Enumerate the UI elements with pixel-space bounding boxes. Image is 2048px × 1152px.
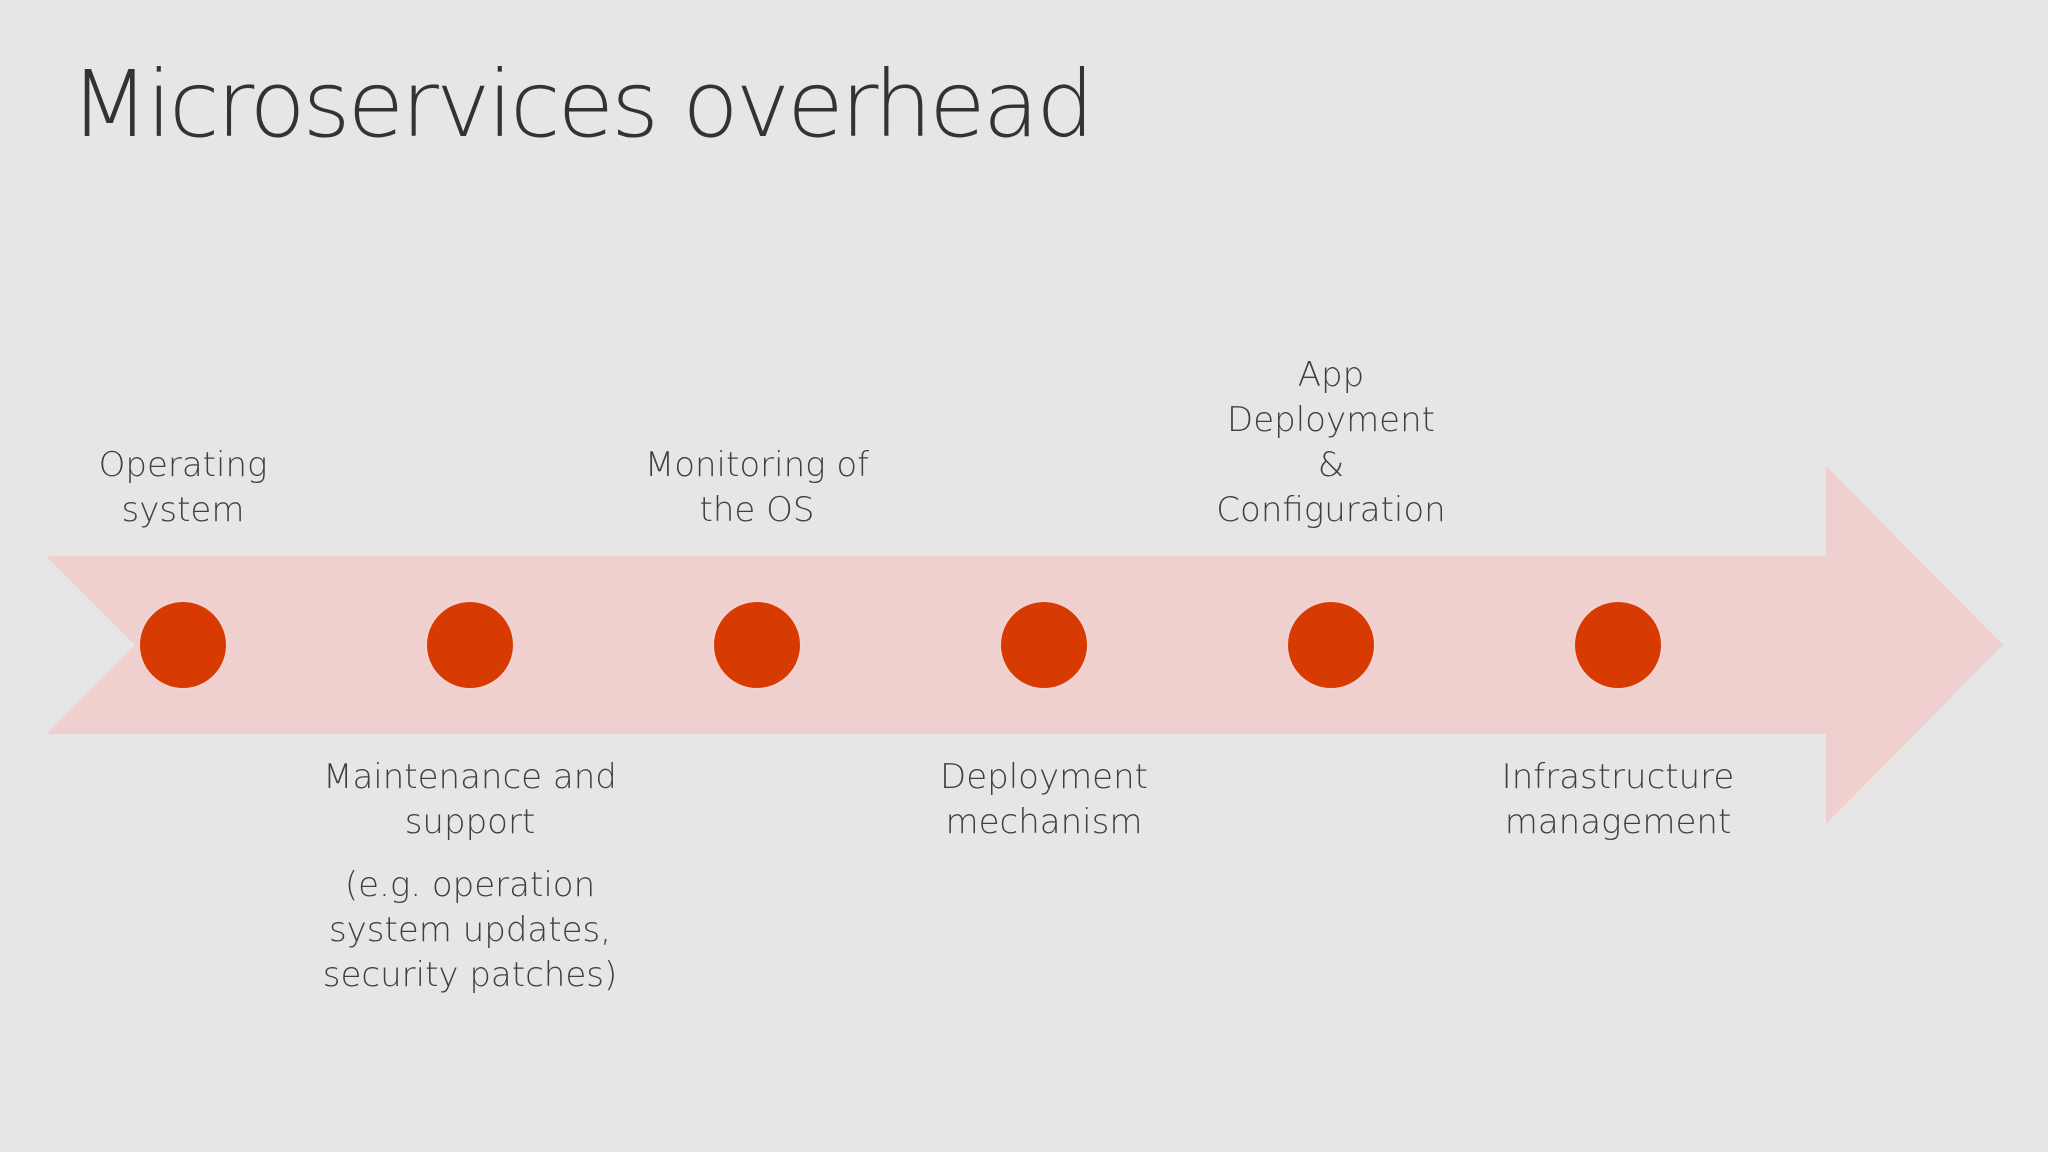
- timeline-dot: [425, 600, 515, 690]
- timeline-label: Deployment mechanism: [884, 755, 1204, 845]
- timeline-label-line: support: [404, 802, 536, 842]
- timeline-label-line: Operating: [98, 445, 268, 485]
- timeline-label: Maintenance and support (e.g. operation sys…: [310, 755, 630, 998]
- timeline-label-line: Deployment: [1227, 400, 1435, 440]
- timeline-label: Operating system: [23, 443, 343, 533]
- timeline-dot: [138, 600, 228, 690]
- timeline-label-line: management: [1504, 802, 1732, 842]
- timeline-label-line: the OS: [699, 490, 815, 530]
- timeline-dot: [1286, 600, 1376, 690]
- timeline-note-line: (e.g. operation: [344, 865, 596, 905]
- timeline-label: App Deployment & Configuration: [1171, 353, 1491, 533]
- timeline-dot: [712, 600, 802, 690]
- timeline-label-line: Monitoring of: [644, 445, 870, 485]
- timeline-label-line: system: [121, 490, 245, 530]
- timeline-label: Monitoring of the OS: [597, 443, 917, 533]
- timeline-note-line: security patches): [322, 955, 618, 995]
- timeline-note-line: system updates,: [328, 910, 612, 950]
- timeline-label-note: (e.g. operation system updates, security p…: [310, 863, 630, 998]
- timeline-label-line: App: [1297, 355, 1365, 395]
- timeline-label-line: mechanism: [945, 802, 1143, 842]
- slide-title: Microservices overhead: [70, 51, 1095, 158]
- timeline-label-line: Deployment: [940, 757, 1148, 797]
- timeline-label-line: Infrastructure: [1501, 757, 1735, 797]
- timeline-label: Infrastructure management: [1458, 755, 1778, 845]
- timeline-dot: [1573, 600, 1663, 690]
- timeline-dot: [999, 600, 1089, 690]
- timeline-label-line: Configuration: [1216, 490, 1446, 530]
- timeline-label-line: &: [1317, 445, 1345, 485]
- timeline-label-line: Maintenance and: [323, 757, 617, 797]
